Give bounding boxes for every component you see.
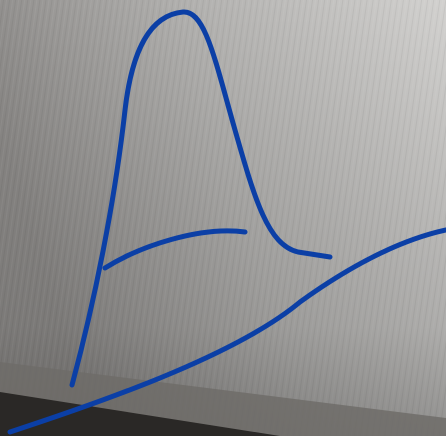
letter-a-stroke [69, 9, 333, 388]
ink-drawing [7, 9, 446, 435]
crossbar-stroke [102, 228, 248, 271]
diagonal-stroke [7, 227, 446, 435]
dark-edge [0, 392, 280, 436]
